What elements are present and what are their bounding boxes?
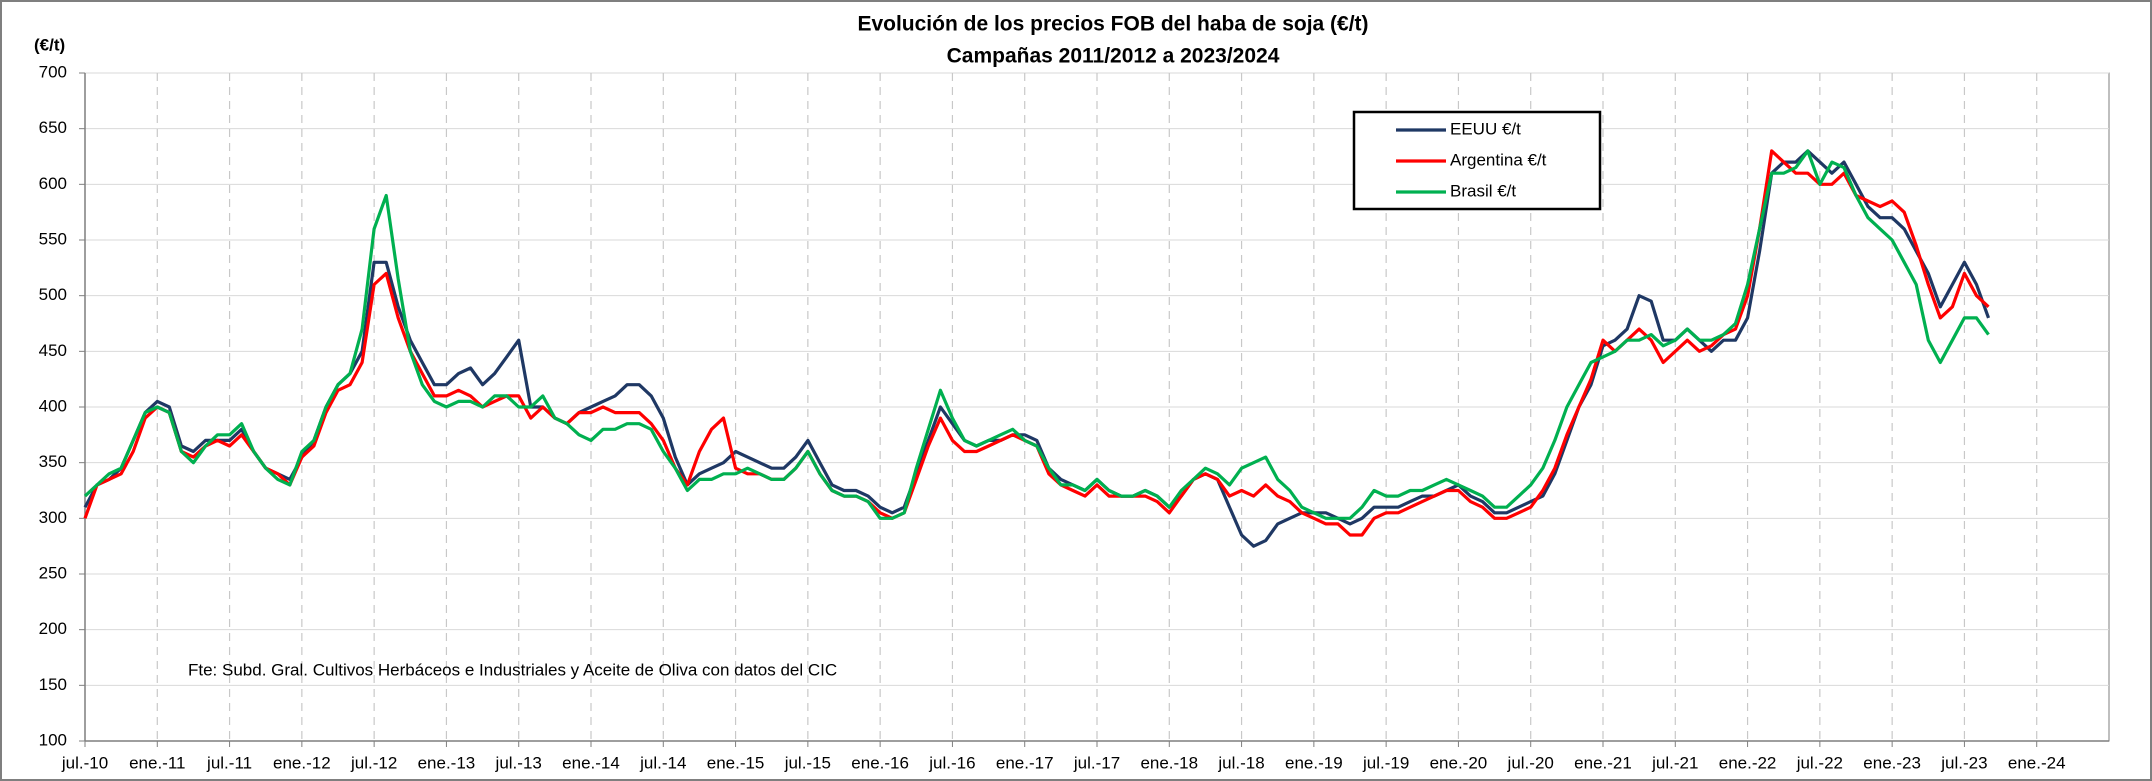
- y-tick-label: 550: [39, 229, 67, 248]
- x-tick-label: ene.-19: [1285, 753, 1343, 772]
- x-tick-label: jul.-10: [61, 753, 108, 772]
- y-tick-label: 500: [39, 285, 67, 304]
- y-axis-label: (€/t): [34, 35, 65, 54]
- y-tick-label: 450: [39, 341, 67, 360]
- x-tick-label: ene.-17: [996, 753, 1054, 772]
- x-tick-label: ene.-21: [1574, 753, 1632, 772]
- y-tick-label: 350: [39, 452, 67, 471]
- chart-title: Evolución de los precios FOB del haba de…: [857, 13, 1368, 36]
- x-tick-label: jul.-19: [1362, 753, 1409, 772]
- legend-label: Brasil €/t: [1450, 181, 1516, 200]
- x-tick-label: ene.-14: [562, 753, 620, 772]
- data-line: [83, 149, 1990, 520]
- x-tick-label: ene.-15: [707, 753, 765, 772]
- x-tick-label: ene.-22: [1719, 753, 1777, 772]
- y-tick-label: 150: [39, 675, 67, 694]
- x-tick-label: jul.-11: [206, 753, 252, 772]
- y-tick-label: 200: [39, 619, 67, 638]
- x-tick-label: ene.-24: [2008, 753, 2066, 772]
- x-tick-label: jul.-20: [1507, 753, 1554, 772]
- legend-label: Argentina €/t: [1450, 150, 1547, 169]
- x-tick-label: jul.-17: [1073, 753, 1120, 772]
- x-tick-label: jul.-21: [1651, 753, 1698, 772]
- x-tick-label: ene.-11: [129, 753, 185, 772]
- x-tick-label: jul.-12: [350, 753, 397, 772]
- y-tick-label: 100: [39, 730, 67, 749]
- x-tick-label: jul.-15: [784, 753, 831, 772]
- x-tick-label: jul.-13: [495, 753, 542, 772]
- x-tick-label: jul.-22: [1796, 753, 1843, 772]
- y-tick-label: 400: [39, 396, 67, 415]
- x-tick-label: jul.-23: [1940, 753, 1987, 772]
- x-tick-label: ene.-13: [418, 753, 476, 772]
- y-tick-label: 650: [39, 118, 67, 137]
- x-tick-label: ene.-16: [851, 753, 909, 772]
- annotation: Fte: Subd. Gral. Cultivos Herbáceos e In…: [188, 660, 837, 679]
- x-tick-label: ene.-18: [1140, 753, 1198, 772]
- data-line: [83, 149, 1991, 548]
- y-tick-label: 300: [39, 508, 67, 527]
- legend-box: [1352, 110, 1602, 211]
- x-tick-label: jul.-14: [639, 753, 686, 772]
- chart-subtitle: Campañas 2011/2012 a 2023/2024: [947, 45, 1280, 68]
- x-tick-label: ene.-20: [1430, 753, 1488, 772]
- x-tick-label: jul.-18: [1217, 753, 1264, 772]
- x-tick-label: ene.-23: [1863, 753, 1921, 772]
- y-tick-label: 600: [39, 174, 67, 193]
- legend-label: EEUU €/t: [1450, 119, 1521, 138]
- x-tick-label: ene.-12: [273, 753, 331, 772]
- x-tick-label: jul.-16: [928, 753, 975, 772]
- y-tick-label: 700: [39, 62, 67, 81]
- y-tick-label: 250: [39, 563, 67, 582]
